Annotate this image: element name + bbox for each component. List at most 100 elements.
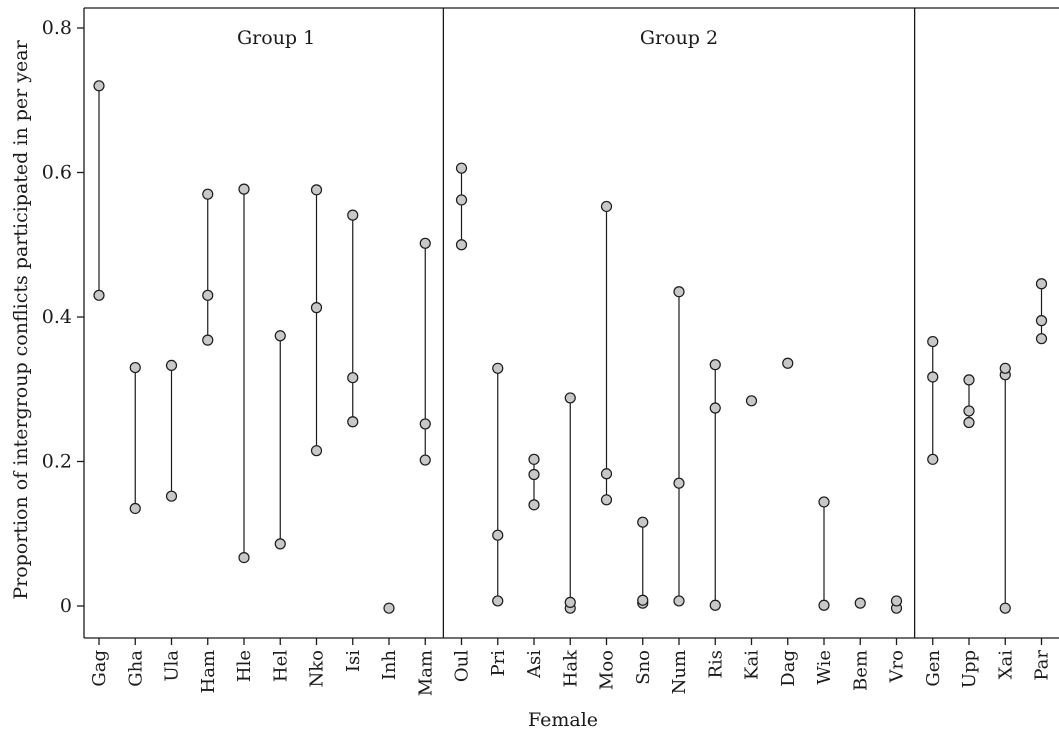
x-tick-label: Gag <box>89 650 110 687</box>
data-point <box>202 188 214 200</box>
data-point <box>165 359 178 372</box>
data-point <box>709 359 721 371</box>
x-tick-label: Xai <box>995 650 1016 680</box>
data-point <box>383 602 395 614</box>
y-tick-label: 0 <box>60 595 72 617</box>
labels-layer: 0 0.2 0.4 0.6 0.8 Gag Gha Ula Ham Hle Hel Nko Isi Inh… <box>42 17 1053 696</box>
data-point <box>600 494 613 506</box>
x-tick-label: Hak <box>560 649 581 687</box>
group-label: Group 2 <box>640 27 718 49</box>
data-point <box>564 596 576 608</box>
data-point <box>310 302 323 314</box>
x-tick-label: Ham <box>198 650 219 694</box>
data-point <box>129 502 141 515</box>
axes-layer <box>77 7 1059 645</box>
x-tick-label: Kai <box>742 650 763 680</box>
x-axis-title: Female <box>528 709 598 731</box>
data-point <box>492 362 504 374</box>
x-tick-label: Oul <box>452 650 473 682</box>
data-point <box>202 334 214 346</box>
data-point <box>347 209 359 221</box>
data-point <box>818 599 830 611</box>
data-point <box>455 194 468 206</box>
data-point <box>927 371 939 383</box>
x-tick-label: Par <box>1032 650 1053 681</box>
data-point <box>347 416 359 428</box>
data-point <box>528 468 540 481</box>
x-tick-label: Sno <box>633 650 654 685</box>
data-point <box>419 418 431 430</box>
x-tick-label: Vro <box>887 650 908 683</box>
data-point <box>999 362 1011 374</box>
y-tick-label: 0.2 <box>42 451 72 473</box>
data-point <box>419 454 431 466</box>
data-point <box>927 453 939 465</box>
data-point <box>129 361 141 374</box>
data-point <box>1035 315 1048 327</box>
data-point <box>165 490 178 502</box>
data-point <box>963 374 975 386</box>
data-point <box>963 405 975 417</box>
data-point <box>637 594 649 606</box>
data-point <box>528 453 540 465</box>
x-tick-label: Hel <box>270 650 291 682</box>
x-tick-label: Inh <box>379 650 400 681</box>
data-point <box>564 392 576 404</box>
data-point <box>93 289 105 301</box>
x-tick-label: Num <box>669 650 690 694</box>
x-tick-label: Gha <box>125 650 146 687</box>
data-point <box>673 477 685 489</box>
data-point <box>709 599 721 611</box>
x-tick-label: Wie <box>814 650 835 685</box>
data-point <box>1035 333 1048 345</box>
data-point <box>93 80 105 92</box>
data-point <box>963 416 975 429</box>
x-tick-label: Asi <box>524 650 545 679</box>
data-point <box>709 402 721 414</box>
data-point <box>274 330 286 342</box>
data-point <box>745 395 758 407</box>
data-point <box>782 357 794 369</box>
data-point <box>673 286 685 298</box>
data-point <box>673 595 685 607</box>
data-point <box>202 289 214 301</box>
data-point <box>455 162 468 174</box>
data-point <box>455 239 468 251</box>
x-tick-label: Isi <box>343 650 364 672</box>
x-tick-label: Pri <box>488 650 509 677</box>
data-point <box>274 538 286 550</box>
data-point <box>310 445 323 457</box>
data-point <box>492 529 504 541</box>
data-point <box>238 183 250 195</box>
data-point <box>927 335 939 348</box>
data-point <box>818 496 830 508</box>
data-point <box>419 237 431 249</box>
data-point <box>347 372 359 384</box>
x-tick-label: Dag <box>778 650 799 687</box>
group-label: Group 1 <box>237 27 315 49</box>
y-axis-title: Proportion of intergroup conflicts parti… <box>10 39 32 599</box>
x-tick-label: Ula <box>162 650 183 682</box>
data-point <box>854 597 866 609</box>
data-point <box>310 184 323 196</box>
points-layer <box>93 80 1048 614</box>
x-tick-label: Upp <box>959 650 980 688</box>
data-point <box>1035 278 1048 290</box>
data-point <box>600 468 613 480</box>
x-tick-label: Bem <box>850 650 871 691</box>
x-tick-label: Nko <box>307 650 328 688</box>
data-point <box>999 602 1011 614</box>
data-point <box>600 200 613 213</box>
x-tick-label: Moo <box>597 650 618 690</box>
lines-layer <box>98 85 1043 609</box>
data-point <box>637 516 649 528</box>
data-point <box>890 595 903 607</box>
x-tick-label: Mam <box>415 650 436 696</box>
y-tick-label: 0.6 <box>42 162 72 184</box>
data-point <box>492 595 504 607</box>
x-tick-label: Gen <box>923 650 944 687</box>
y-tick-label: 0.4 <box>42 306 72 328</box>
data-point <box>238 551 250 564</box>
x-tick-label: Ris <box>705 650 726 679</box>
